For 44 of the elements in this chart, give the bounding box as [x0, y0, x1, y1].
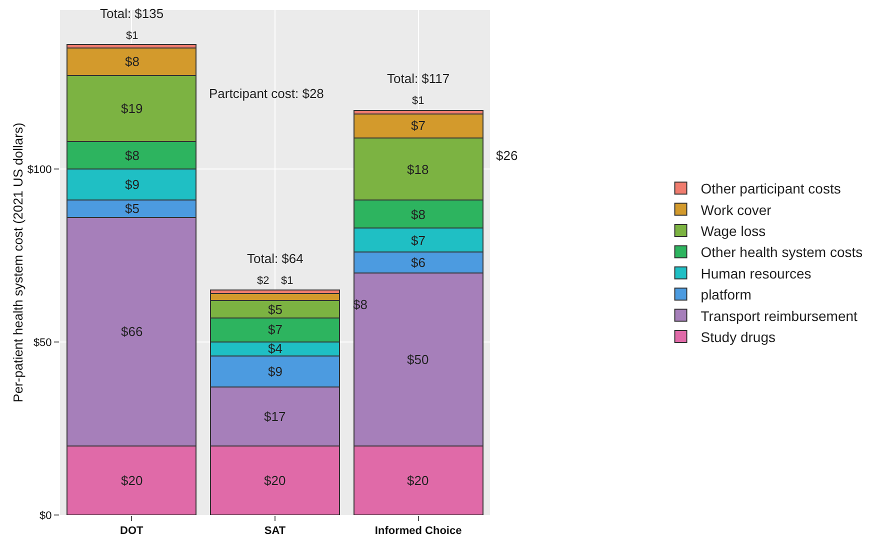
data-label: $9	[268, 364, 282, 379]
data-label: $17	[264, 409, 286, 424]
legend-label: Work cover	[700, 202, 772, 218]
y-tick-label: $0	[40, 510, 52, 522]
x-tick-label: Informed Choice	[374, 525, 462, 538]
data-label: $1	[126, 30, 138, 42]
total-label: Total: $135	[100, 6, 164, 21]
total-label: Total: $117	[387, 71, 450, 86]
data-label: $20	[407, 473, 429, 488]
y-tick-label: $100	[27, 164, 52, 176]
data-label: $8	[411, 207, 426, 222]
legend-label: Other health system costs	[700, 244, 863, 260]
data-label: $1	[412, 95, 424, 107]
data-label: $9	[125, 177, 140, 192]
data-label: $20	[264, 473, 286, 488]
data-label: $5	[125, 201, 140, 216]
data-label: $5	[268, 302, 282, 317]
data-label: $19	[121, 101, 143, 116]
legend-label: platform	[700, 286, 752, 303]
legend-label: Transport reimbursement	[700, 308, 858, 324]
data-label: $8	[125, 148, 140, 163]
total-label: Total: $64	[247, 251, 304, 266]
annotation: Partcipant cost: $28	[209, 86, 324, 101]
legend-label: Human resources	[700, 265, 812, 282]
data-label: $20	[121, 473, 143, 488]
data-label: $6	[411, 255, 426, 270]
data-label: $18	[407, 162, 429, 177]
data-label: $50	[407, 352, 429, 367]
data-label: $8	[125, 54, 140, 69]
data-label: $2	[257, 275, 270, 287]
legend-label: Other participant costs	[700, 180, 841, 197]
x-tick-label: DOT	[120, 525, 144, 538]
data-label: $66	[121, 324, 143, 339]
legend-label: Study drugs	[700, 328, 776, 345]
legend-label: Wage loss	[700, 222, 766, 239]
text: $26	[496, 148, 518, 163]
y-axis-title: Per-patient health system cost (2021 US dollars)	[10, 122, 26, 402]
data-label: $7	[411, 118, 426, 133]
data-label: $4	[268, 341, 282, 356]
data-label: $7	[268, 322, 282, 337]
data-label: $1	[281, 275, 294, 287]
x-tick-label: SAT	[264, 525, 286, 538]
data-label: $7	[411, 233, 426, 248]
y-tick-label: $50	[33, 336, 52, 349]
